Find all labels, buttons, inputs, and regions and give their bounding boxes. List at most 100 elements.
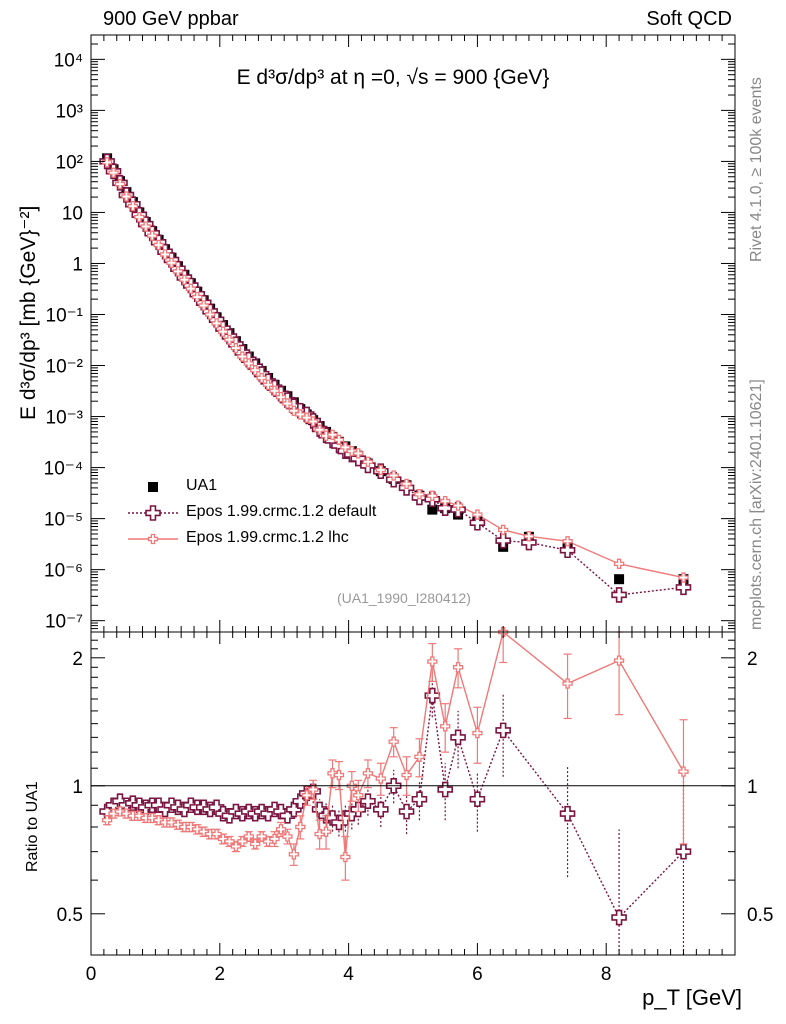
- y-tick-label: 10⁻⁷: [45, 612, 83, 633]
- epos-lhc-point: [308, 416, 319, 427]
- epos-default-ratio-point: [437, 781, 453, 798]
- epos-lhc-point: [362, 456, 374, 467]
- epos-lhc-point: [237, 351, 248, 362]
- epos-default-point: [469, 514, 486, 531]
- epos-lhc-point: [256, 372, 267, 384]
- epos-default-ratio-line: [106, 695, 684, 919]
- epos-lhc-point: [562, 536, 573, 547]
- epos-lhc-ratio-point: [333, 769, 345, 781]
- epos-lhc-ratio-point: [308, 784, 319, 795]
- y-tick-label: 10: [62, 203, 83, 224]
- epos-lhc-point: [353, 448, 364, 459]
- epos-lhc-point: [250, 365, 261, 376]
- ratio-y-tick-label-right: 1: [747, 777, 758, 798]
- epos-lhc-point: [185, 283, 196, 294]
- epos-lhc-point: [678, 572, 689, 583]
- epos-lhc-ratio-point: [101, 815, 113, 826]
- epos-lhc-ratio-point: [613, 655, 625, 666]
- epos-lhc-ratio-point: [440, 721, 451, 732]
- epos-default-ratio-point: [495, 722, 511, 739]
- epos-lhc-ratio-point: [388, 736, 399, 747]
- epos-lhc-ratio-point: [362, 768, 374, 779]
- y-tick-label: 10²: [56, 152, 83, 173]
- epos-lhc-point: [166, 257, 177, 268]
- ratio-y-tick-label: 2: [72, 649, 83, 670]
- epos-lhc-point: [114, 178, 126, 190]
- epos-lhc-ratio-point: [269, 833, 280, 845]
- epos-lhc-point: [147, 230, 158, 241]
- epos-lhc-ratio-point: [427, 656, 438, 667]
- epos-lhc-point: [217, 326, 229, 337]
- y-axis-label: E d³σ/dp³ [mb {GeV}⁻²]: [17, 205, 40, 420]
- epos-lhc-point: [346, 445, 357, 457]
- header-left: 900 GeV ppbar: [103, 8, 239, 30]
- x-tick-label: 2: [215, 964, 226, 985]
- epos-lhc-ratio-point: [237, 836, 248, 847]
- epos-lhc-point: [333, 434, 345, 445]
- epos-lhc-ratio-point: [340, 851, 351, 863]
- epos-lhc-ratio-point: [250, 838, 261, 850]
- epos-lhc-point: [523, 531, 535, 542]
- epos-lhc-ratio-point: [562, 678, 573, 689]
- epos-lhc-point: [198, 300, 209, 311]
- epos-lhc-point: [204, 309, 216, 320]
- epos-lhc-ratio-point: [230, 841, 242, 852]
- epos-lhc-point: [282, 398, 293, 409]
- y-tick-label: 10⁻²: [46, 357, 84, 378]
- epos-lhc-point: [101, 157, 113, 168]
- legend-marker-ua1: [148, 482, 158, 492]
- epos-default-ratio-point: [611, 909, 627, 926]
- x-tick-label: 6: [472, 964, 483, 985]
- epos-lhc-ratio-point: [243, 831, 254, 842]
- epos-lhc-point: [140, 221, 151, 232]
- epos-default-ratio-point: [411, 791, 428, 808]
- epos-default-ratio-point: [559, 805, 576, 822]
- epos-lhc-ratio-point: [166, 817, 177, 828]
- epos-default-ratio-point: [398, 803, 415, 820]
- epos-lhc-point: [211, 318, 222, 329]
- epos-default-ratio-point: [373, 801, 389, 818]
- epos-default-point: [495, 532, 511, 549]
- epos-lhc-ratio-point: [301, 790, 312, 801]
- y-tick-label: 10⁻⁴: [44, 459, 83, 480]
- epos-lhc-ratio-point: [121, 808, 132, 819]
- y-tick-label: 10⁻¹: [46, 305, 84, 326]
- ratio-y-tick-label-right: 0.5: [747, 905, 773, 926]
- legend-marker-epos-default: [145, 505, 161, 521]
- epos-lhc-point: [243, 358, 254, 369]
- ratio-y-tick-label: 0.5: [57, 905, 83, 926]
- epos-lhc-ratio-point: [678, 766, 689, 777]
- ratio-frame: [90, 631, 736, 956]
- epos-lhc-point: [153, 239, 164, 251]
- main-panel: [99, 153, 692, 603]
- header-right: Soft QCD: [646, 8, 732, 30]
- epos-lhc-point: [179, 274, 190, 285]
- rivet-version-label: Rivet 4.1.0, ≥ 100k events: [748, 77, 765, 262]
- y-tick-label: 10⁴: [54, 50, 83, 71]
- epos-lhc-point: [613, 558, 625, 569]
- ratio-panel: [99, 626, 692, 955]
- legend-label-ua1: UA1: [186, 477, 218, 494]
- ua1-point: [427, 504, 438, 515]
- epos-lhc-point: [375, 464, 386, 476]
- epos-default-ratio-point: [450, 729, 466, 746]
- ratio-y-tick-label: 1: [72, 777, 83, 798]
- epos-default-ratio-point: [279, 808, 296, 824]
- epos-lhc-point: [414, 489, 425, 500]
- epos-lhc-ratio-point: [153, 815, 164, 826]
- x-tick-label: 8: [601, 964, 612, 985]
- epos-lhc-ratio-point: [353, 790, 364, 801]
- epos-lhc-point: [427, 490, 438, 501]
- epos-default-point: [559, 542, 576, 559]
- legend-marker-epos-lhc: [147, 533, 159, 545]
- legend-label-epos-lhc: Epos 1.99.crmc.1.2 lhc: [186, 529, 349, 546]
- epos-lhc-point: [401, 478, 412, 490]
- legend-label-epos-default: Epos 1.99.crmc.1.2 default: [186, 503, 377, 520]
- y-tick-label: 10⁻⁵: [44, 510, 83, 531]
- ratio-y-axis-label: Ratio to UA1: [24, 781, 41, 872]
- epos-lhc-point: [498, 524, 509, 536]
- epos-default-ratio-point: [360, 793, 376, 809]
- epos-lhc-point: [134, 211, 145, 223]
- epos-lhc-ratio-point: [375, 773, 386, 784]
